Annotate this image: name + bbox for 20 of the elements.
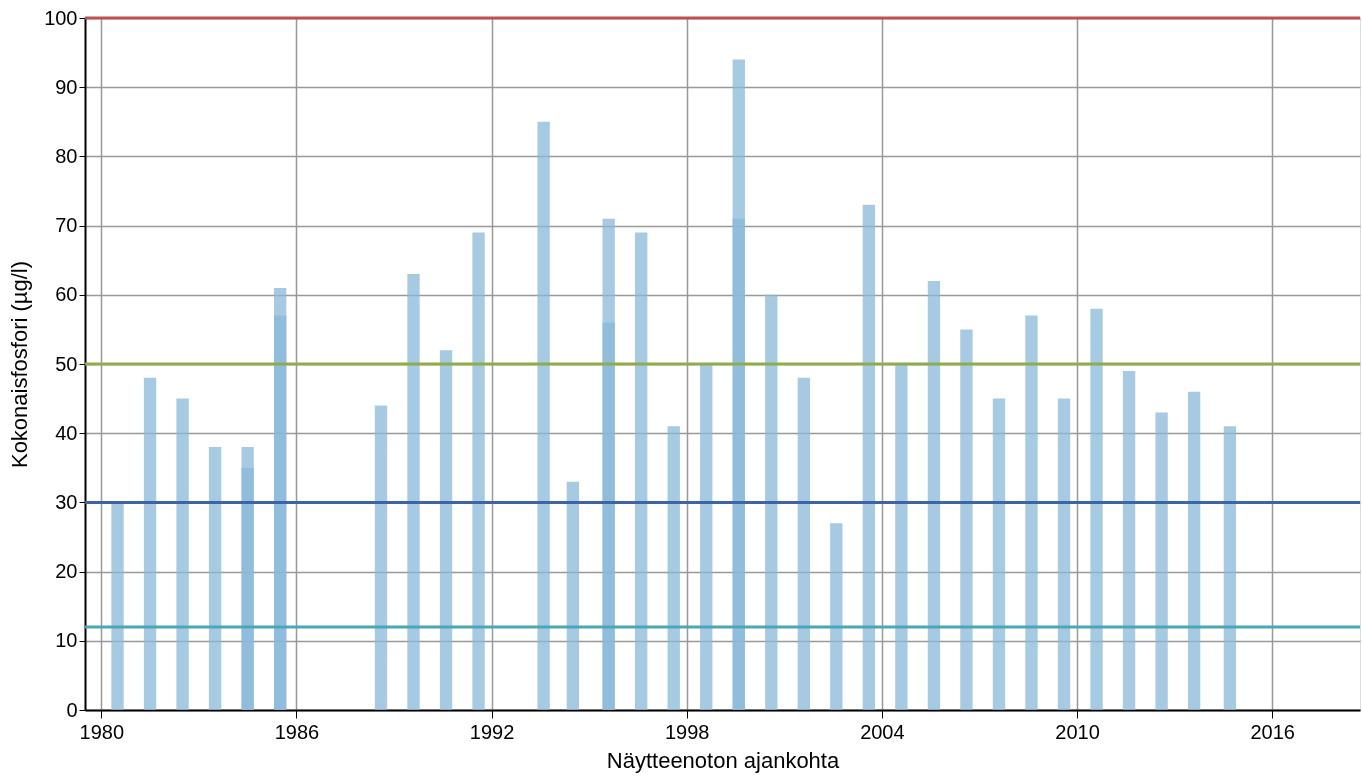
- y-tick-label: 20: [55, 560, 78, 583]
- y-axis-title: Kokonaisfosfori (µg/l): [7, 260, 33, 469]
- y-tick-label: 40: [55, 421, 78, 444]
- x-tick-label: 2010: [1055, 720, 1100, 743]
- y-tick-label: 10: [55, 629, 78, 652]
- y-tick-label: 70: [55, 214, 78, 237]
- x-tick-label: 1992: [469, 720, 515, 743]
- y-tick-label: 100: [44, 6, 78, 29]
- x-tick-label: 2016: [1250, 720, 1295, 743]
- x-tick-label: 1980: [79, 720, 125, 743]
- x-axis-title: Näytteenoton ajankohta: [606, 747, 840, 773]
- x-tick-label: 2004: [860, 720, 905, 743]
- y-tick-label: 60: [55, 283, 78, 306]
- y-tick-label: 50: [55, 352, 78, 375]
- y-tick-label: 90: [55, 75, 78, 98]
- x-tick-label: 1998: [664, 720, 710, 743]
- y-tick-label: 80: [55, 144, 78, 167]
- x-tick-label: 1986: [274, 720, 320, 743]
- y-tick-label: 30: [55, 490, 78, 513]
- y-tick-label: 0: [66, 698, 78, 721]
